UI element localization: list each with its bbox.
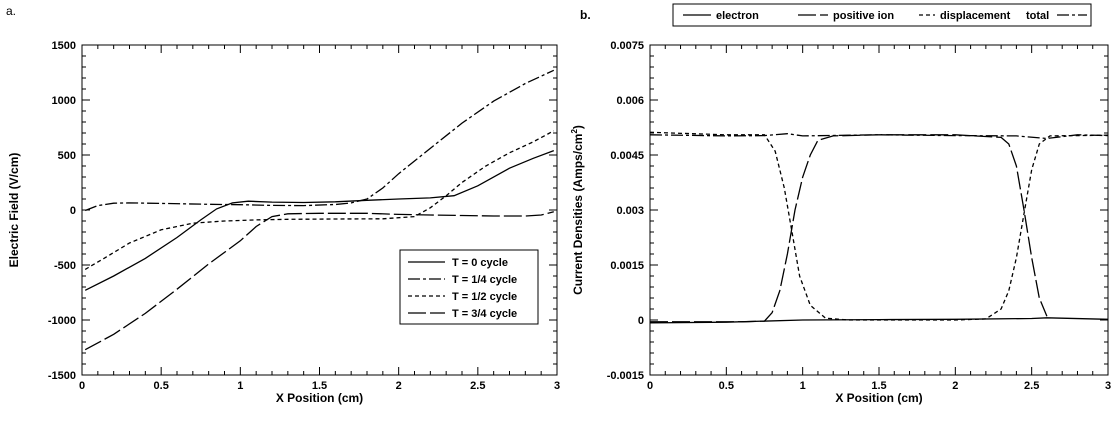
y-tick-label: 0.0075 xyxy=(610,40,644,52)
y-tick-label: -1000 xyxy=(48,315,76,327)
x-tick-label: 2.5 xyxy=(470,380,485,392)
y-tick-label: 0.0045 xyxy=(610,150,644,162)
y-axis-title: Current Densities (Amps/cm2) xyxy=(570,125,585,295)
plot-frame xyxy=(81,44,558,376)
y-tick-label: 0 xyxy=(638,315,644,327)
plot-frame xyxy=(649,44,1109,376)
series-line-1 xyxy=(84,149,555,291)
y-tick-label: 1500 xyxy=(52,40,76,52)
y-axis-title-main: Current Densities (Amps/cm xyxy=(571,134,585,295)
x-axis-title: X Position (cm) xyxy=(835,391,922,405)
x-tick-label: 0.5 xyxy=(719,380,734,392)
x-axis-title: X Position (cm) xyxy=(276,391,363,405)
series-line-2 xyxy=(84,69,555,212)
series-line-3 xyxy=(84,130,555,270)
x-tick-label: 1 xyxy=(237,380,243,392)
legend-label: total xyxy=(1026,10,1049,22)
series-line-3 xyxy=(649,131,1109,321)
y-tick-label: 0 xyxy=(70,205,76,217)
legend-label: T = 1/2 cycle xyxy=(452,291,517,303)
legend-label: T = 0 cycle xyxy=(452,257,508,269)
series-line-4 xyxy=(649,133,1109,140)
y-axis-title: Electric Field (V/cm) xyxy=(7,153,21,268)
legend-label: positive ion xyxy=(833,10,894,22)
y-tick-label: 1000 xyxy=(52,95,76,107)
panel-b: 0 0.5 1 1.5 2 2.5 3-0.001500.00150.0030.00450.… xyxy=(570,3,1111,405)
x-tick-label: 2.5 xyxy=(1024,380,1039,392)
y-tick-label: 500 xyxy=(58,150,76,162)
y-axis-title-superscript: 2 xyxy=(570,129,579,134)
x-tick-label: 3 xyxy=(554,380,560,392)
series-line-2 xyxy=(650,134,1048,323)
x-tick-label: 0 xyxy=(647,380,653,392)
legend-label: electron xyxy=(716,10,759,22)
series-line-4 xyxy=(84,211,554,351)
y-tick-label: -0.0015 xyxy=(607,370,644,382)
legend-label: displacement xyxy=(940,10,1011,22)
y-axis-title-end: ) xyxy=(571,125,585,129)
y-tick-label: -1500 xyxy=(48,370,76,382)
x-tick-label: 1.5 xyxy=(312,380,327,392)
legend-label: T = 1/4 cycle xyxy=(452,274,517,286)
panel-label: a. xyxy=(6,4,16,18)
x-tick-label: 0.5 xyxy=(154,380,169,392)
x-tick-label: 1.5 xyxy=(871,380,886,392)
panel-label: b. xyxy=(580,8,591,22)
legend-label: T = 3/4 cycle xyxy=(452,308,517,320)
y-tick-label: -500 xyxy=(54,260,76,272)
x-tick-label: 3 xyxy=(1105,380,1111,392)
legend-box xyxy=(672,3,1092,27)
y-tick-label: 0.003 xyxy=(616,205,644,217)
y-tick-label: 0.0015 xyxy=(610,260,644,272)
x-tick-label: 0 xyxy=(79,380,85,392)
y-tick-label: 0.006 xyxy=(616,95,644,107)
panel-a: 0 0.5 1 1.5 2 2.5 3 -1500 -1000 -500 0 500 1000 1500 a… xyxy=(6,4,560,405)
x-tick-label: 1 xyxy=(800,380,806,392)
x-tick-label: 2 xyxy=(396,380,402,392)
x-tick-label: 2 xyxy=(952,380,958,392)
